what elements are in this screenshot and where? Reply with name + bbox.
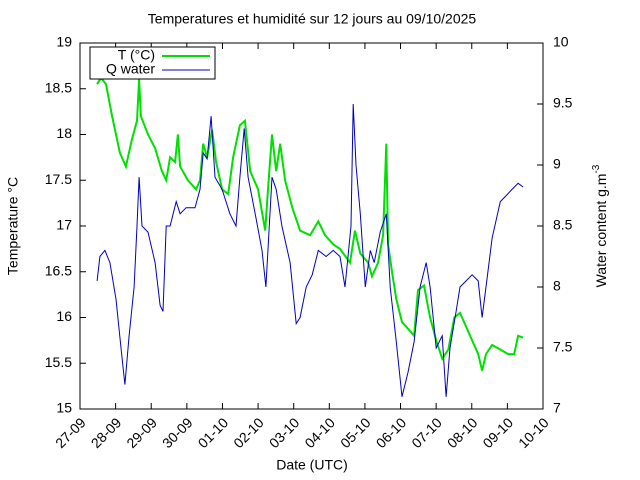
y-tick-label: 18.5 <box>45 79 72 95</box>
y-tick-label: 19 <box>56 34 72 50</box>
y-tick-label: 15 <box>56 400 72 416</box>
x-tick-label: 27-09 <box>52 414 89 451</box>
y-tick-label: 15.5 <box>45 354 72 370</box>
x-tick-label: 28-09 <box>88 414 125 451</box>
y-tick-label: 17.5 <box>45 171 72 187</box>
legend-box <box>89 46 216 80</box>
y2-tick-label: 7.5 <box>553 339 573 355</box>
y-tick-label: 16 <box>56 308 72 324</box>
y2-tick-label: 9.5 <box>553 95 573 111</box>
x-tick-label: 09-10 <box>479 414 516 451</box>
y2-tick-label: 7 <box>553 400 561 416</box>
y2-axis-label-sup: -3 <box>591 164 602 173</box>
x-tick-label: 03-10 <box>266 414 303 451</box>
x-tick-label: 08-10 <box>444 414 481 451</box>
x-tick-label: 07-10 <box>408 414 445 451</box>
x-tick-label: 01-10 <box>195 414 232 451</box>
x-tick-label: 30-09 <box>159 414 196 451</box>
y-tick-label: 18 <box>56 125 72 141</box>
chart-title: Temperatures et humidité sur 12 jours au… <box>148 11 477 27</box>
x-tick-label: 29-09 <box>123 414 160 451</box>
y2-axis-label-main: Water content g.m <box>593 174 609 288</box>
y2-tick-label: 8 <box>553 278 561 294</box>
x-tick-label: 10-10 <box>515 414 552 451</box>
y2-tick-label: 9 <box>553 156 561 172</box>
y2-axis-label: Water content g.m-3 <box>591 164 609 287</box>
legend-label: T (°C) <box>118 47 155 63</box>
x-tick-label: 05-10 <box>337 414 374 451</box>
series-line <box>96 76 524 371</box>
y-axis-label: Temperature °C <box>5 177 21 275</box>
y2-tick-label: 10 <box>553 34 569 50</box>
y-tick-label: 17 <box>56 217 72 233</box>
x-tick-label: 02-10 <box>230 414 267 451</box>
x-tick-label: 06-10 <box>373 414 410 451</box>
legend-label: Q water <box>106 61 155 77</box>
y2-tick-label: 8.5 <box>553 217 573 233</box>
y-tick-label: 16.5 <box>45 262 72 278</box>
x-tick-label: 04-10 <box>301 414 338 451</box>
series-line <box>96 103 524 397</box>
plot-border <box>79 42 544 410</box>
x-axis-label: Date (UTC) <box>276 457 348 473</box>
